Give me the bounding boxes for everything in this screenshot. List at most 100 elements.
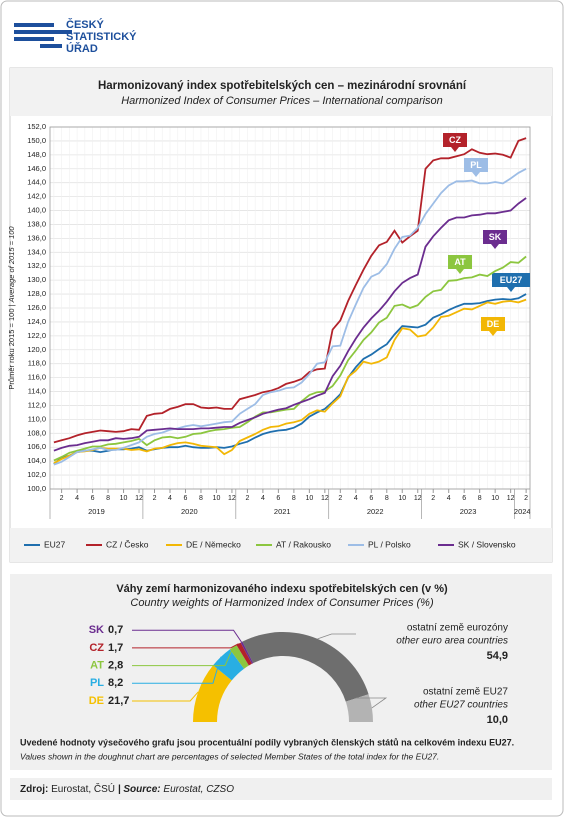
doughnut-segment: [229, 644, 249, 669]
y-tick-label: 140,0: [27, 206, 46, 215]
legend-label: PL / Polsko: [368, 539, 411, 549]
series-tag-box: [492, 273, 530, 287]
category-label: AT: [90, 660, 104, 672]
y-tick-label: 142,0: [27, 192, 46, 201]
y-tick-label: 100,0: [27, 484, 46, 493]
leader-line: [356, 697, 388, 709]
year-label: 2019: [88, 507, 105, 516]
x-tick-label: 4: [75, 495, 79, 502]
legend-label: AT / Rakousko: [276, 539, 331, 549]
y-axis-title-cz: Průměr roku 2015 = 100 |: [7, 304, 16, 389]
x-tick-label: 8: [385, 495, 389, 502]
x-tick-label: 2: [524, 495, 528, 502]
series-tag-pointer: [456, 269, 464, 274]
x-tick-label: 12: [321, 495, 329, 502]
logo-text: ČESKÝ: [66, 18, 105, 31]
series-tag: AT: [454, 257, 466, 267]
category-label-en: other euro area countries: [396, 636, 508, 647]
category-label: CZ: [89, 642, 104, 654]
series-line: [53, 255, 527, 462]
series-tag: DE: [487, 319, 500, 329]
value-label: 21,7: [108, 695, 129, 707]
x-tick-label: 2: [60, 495, 64, 502]
series-line: [53, 293, 527, 465]
series-tag: EU27: [500, 275, 523, 285]
y-tick-label: 134,0: [27, 247, 46, 256]
y-tick-label: 114,0: [28, 387, 46, 396]
value-label: 8,2: [108, 677, 123, 689]
series-tag: PL: [470, 160, 482, 170]
x-tick-label: 2: [431, 495, 435, 502]
year-label: 2021: [274, 507, 291, 516]
chart-subtitle: Harmonized Index of Consumer Prices – In…: [121, 95, 443, 107]
value-label: 10,0: [487, 714, 508, 726]
legend-label: EU27: [44, 539, 66, 549]
y-tick-label: 138,0: [27, 219, 46, 228]
series-tag-box: [483, 230, 507, 244]
series-tag-pointer: [491, 244, 499, 249]
series-tag-box: [464, 158, 488, 172]
y-tick-label: 122,0: [27, 331, 46, 340]
series-tag-pointer: [489, 331, 497, 336]
series-line: [53, 298, 527, 464]
x-tick-label: 12: [228, 495, 236, 502]
x-tick-label: 2: [245, 495, 249, 502]
note: Uvedené hodnoty výsečového grafu jsou pr…: [20, 737, 514, 747]
doughnut-title: Váhy zemí harmonizovaného indexu spotřeb…: [116, 583, 448, 595]
series-line: [53, 168, 527, 466]
x-tick-label: 8: [199, 495, 203, 502]
y-tick-label: 150,0: [27, 136, 46, 145]
series-tag: SK: [489, 232, 502, 242]
leader-line: [132, 643, 239, 649]
year-label: 2022: [367, 507, 384, 516]
source-text: Eurostat, ČSÚ: [51, 782, 115, 795]
y-tick-label: 108,0: [27, 428, 46, 437]
x-tick-label: 4: [447, 495, 451, 502]
value-label: 54,9: [487, 650, 508, 662]
x-tick-label: 6: [276, 495, 280, 502]
y-tick-label: 136,0: [27, 233, 46, 242]
x-tick-label: 6: [91, 495, 95, 502]
source: Zdroj: Eurostat, ČSÚ | Source: Eurostat,…: [20, 782, 234, 795]
note-en: Values shown in the doughnut chart are p…: [20, 751, 439, 761]
source-label-en: | Source:: [118, 784, 161, 795]
series-tag-pointer: [507, 287, 515, 292]
chart-card: [9, 67, 553, 563]
x-tick-label: 10: [120, 495, 128, 502]
category-label-en: other EU27 countries: [414, 700, 508, 711]
category-label: ostatní země eurozóny: [407, 623, 508, 634]
y-tick-label: 146,0: [27, 164, 46, 173]
series-tag-box: [481, 317, 505, 331]
value-label: 0,7: [108, 624, 123, 636]
y-tick-label: 128,0: [27, 289, 46, 298]
series-tag-pointer: [451, 147, 459, 152]
y-axis-title-en: Average of 2015 = 100: [7, 226, 16, 304]
x-tick-label: 10: [213, 495, 221, 502]
doughnut-segment: [236, 642, 252, 666]
y-tick-label: 116,0: [28, 373, 46, 382]
doughnut-subtitle: Country weights of Harmonized Index of C…: [130, 597, 434, 609]
x-tick-label: 2: [338, 495, 342, 502]
x-tick-label: 8: [106, 495, 110, 502]
chart-title: Harmonizovaný index spotřebitelských cen…: [98, 80, 467, 92]
y-tick-label: 110,0: [28, 414, 46, 423]
y-tick-label: 148,0: [27, 150, 46, 159]
y-tick-label: 112,0: [28, 400, 46, 409]
y-tick-label: 106,0: [27, 442, 46, 451]
logo-bar: [40, 44, 62, 48]
x-tick-label: 12: [135, 495, 143, 502]
x-tick-label: 8: [292, 495, 296, 502]
logo-text: STATISTICKÝ: [66, 30, 137, 43]
year-label: 2024: [514, 507, 531, 516]
x-tick-label: 6: [462, 495, 466, 502]
logo-bar: [14, 30, 72, 34]
leader-line: [132, 646, 234, 667]
category-label: PL: [90, 677, 104, 689]
x-tick-label: 6: [184, 495, 188, 502]
value-label: 1,7: [108, 642, 123, 654]
x-tick-label: 6: [369, 495, 373, 502]
year-label: 2020: [181, 507, 198, 516]
source-text-en: Eurostat, CZSO: [163, 784, 234, 795]
source-label: Zdroj:: [20, 784, 48, 795]
